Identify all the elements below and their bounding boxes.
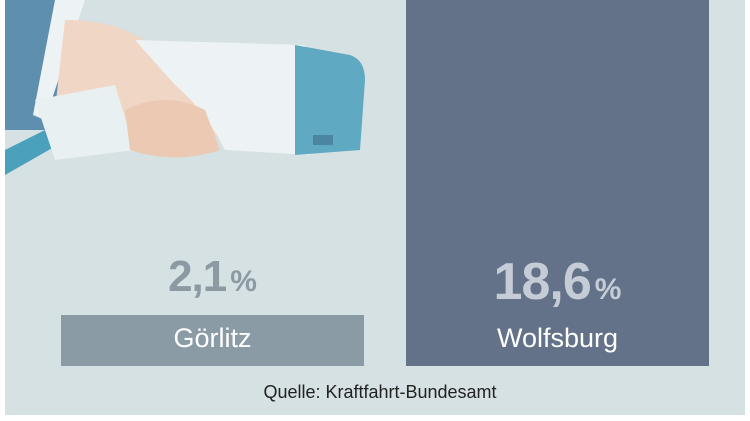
plug-grip <box>35 85 135 160</box>
charging-plug-hand-illustration <box>5 0 365 175</box>
percent-sign: % <box>594 273 622 306</box>
plug-body <box>135 40 310 155</box>
bar-görlitz: Görlitz <box>61 315 364 366</box>
plug-button <box>313 135 333 145</box>
value-number: 2,1 <box>168 252 227 301</box>
fingers <box>125 100 220 158</box>
value-label: 2,1% <box>61 252 364 302</box>
category-label: Görlitz <box>173 323 252 353</box>
source-note: Quelle: Kraftfahrt-Bundesamt <box>263 382 497 402</box>
bar-wolfsburg: Wolfsburg <box>406 0 709 366</box>
plug-head <box>295 45 365 155</box>
value-number: 18,6 <box>493 253 592 311</box>
category-label: Wolfsburg <box>496 323 619 353</box>
value-label: 18,6% <box>406 252 709 312</box>
percent-sign: % <box>230 265 257 298</box>
